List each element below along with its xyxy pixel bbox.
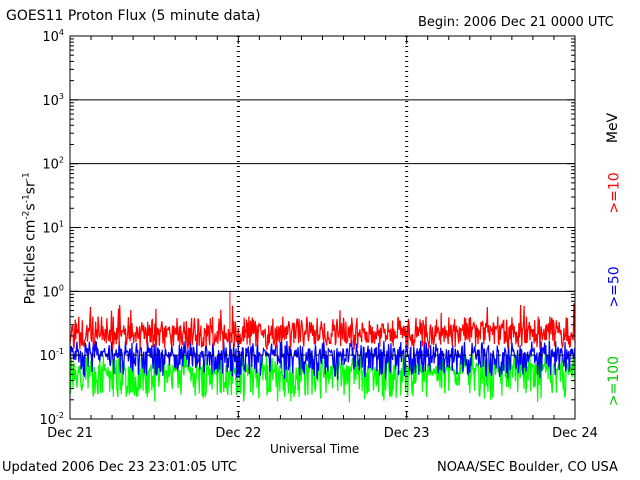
series-line->=10: [69, 303, 576, 351]
chart-title: GOES11 Proton Flux (5 minute data): [6, 8, 261, 24]
y-tick-label: 10-1: [39, 347, 64, 364]
y-tick-label: 103: [42, 92, 64, 109]
x-tick-label: Dec 22: [215, 426, 261, 441]
x-tick-label: Dec 23: [384, 426, 430, 441]
legend-units: MeV: [605, 112, 622, 144]
updated-time: Updated 2006 Dec 23 23:01:05 UTC: [2, 460, 237, 475]
legend-ge50: >=50: [606, 266, 623, 308]
legend-ge10: >=10: [606, 172, 623, 214]
y-tick-label: 101: [42, 220, 64, 237]
y-tick-label: 10-2: [39, 411, 64, 428]
series-line->=50: [69, 339, 576, 380]
series-line->=100: [69, 354, 576, 403]
y-tick-label: 104: [42, 28, 64, 45]
y-tick-label: 102: [42, 156, 64, 173]
legend-ge100: >=100: [606, 355, 623, 407]
credit-label: NOAA/SEC Boulder, CO USA: [437, 460, 618, 475]
y-tick-label: 100: [42, 283, 64, 300]
x-tick-label: Dec 21: [47, 426, 93, 441]
begin-time: Begin: 2006 Dec 21 0000 UTC: [418, 15, 614, 30]
x-tick-label: Dec 24: [552, 426, 598, 441]
x-axis-label: Universal Time: [270, 442, 360, 456]
